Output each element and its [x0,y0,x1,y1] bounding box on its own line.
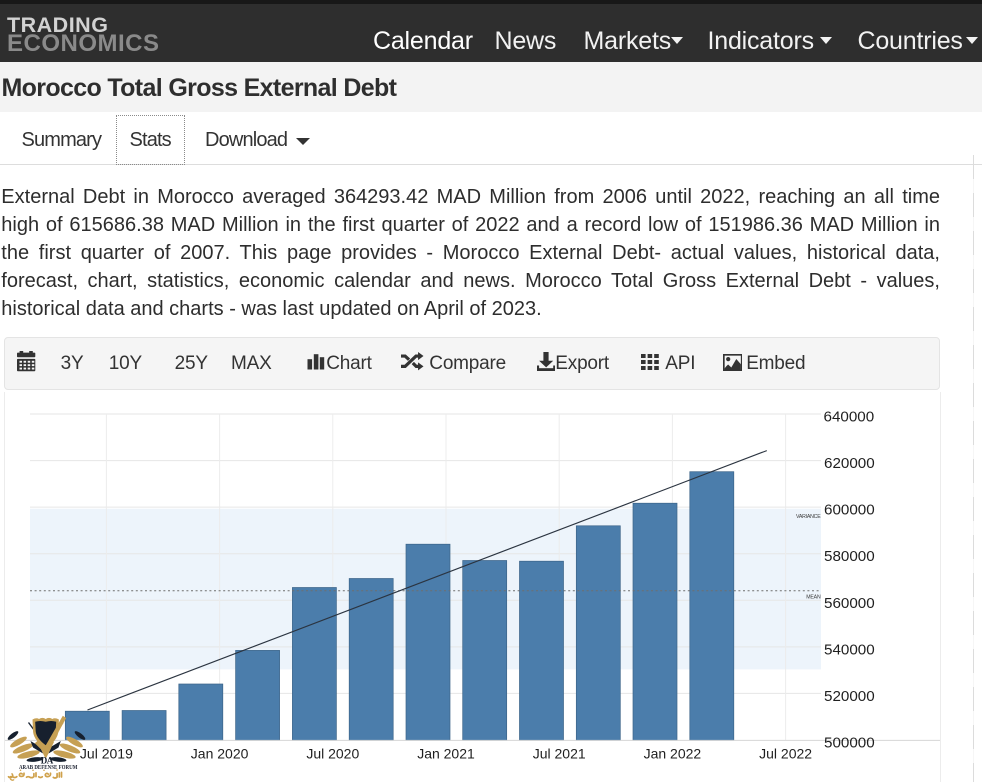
svg-text:VARIANCE: VARIANCE [796,514,821,520]
svg-text:MEAN: MEAN [806,594,821,600]
svg-text:600000: 600000 [824,502,875,519]
svg-text:Jul 2019: Jul 2019 [80,745,133,761]
svg-text:520000: 520000 [824,688,875,705]
svg-text:580000: 580000 [824,548,875,565]
svg-text:ARAB DEFENSE FORUM: ARAB DEFENSE FORUM [19,764,78,771]
svg-text:Jul 2022: Jul 2022 [759,745,812,761]
svg-text:500000: 500000 [824,735,875,752]
svg-text:Jan 2021: Jan 2021 [417,745,475,761]
svg-text:Jul 2021: Jul 2021 [533,745,586,761]
svg-text:540000: 540000 [824,641,875,658]
svg-text:620000: 620000 [824,455,875,472]
svg-text:640000: 640000 [824,409,875,426]
svg-text:Jan 2020: Jan 2020 [191,745,249,761]
svg-text:DA: DA [41,755,54,765]
svg-text:Jan 2022: Jan 2022 [644,745,702,761]
svg-text:560000: 560000 [824,595,875,612]
svg-text:Jul 2020: Jul 2020 [306,745,359,761]
